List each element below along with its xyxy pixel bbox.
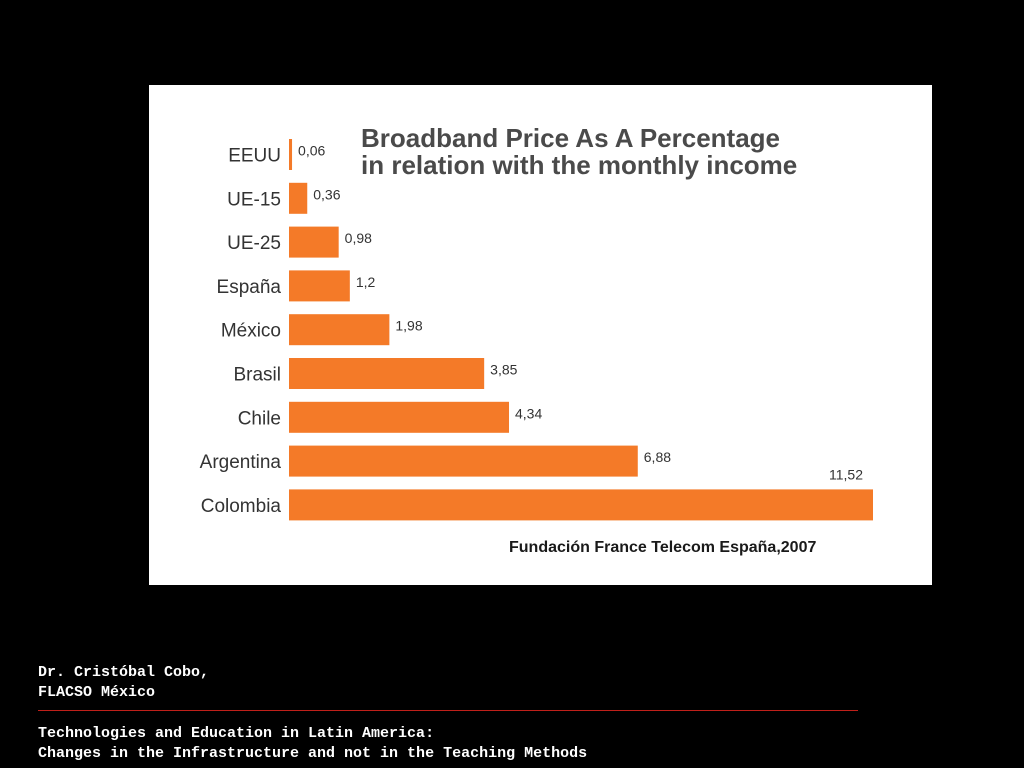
category-label: UE-15 [227, 189, 281, 210]
bar-eeuu [289, 139, 293, 170]
category-label: España [217, 277, 282, 298]
chart-title-line1: Broadband Price As A Percentage [361, 123, 781, 153]
chart-panel: EEUU 0,06 UE-15 0,36 UE-25 0,98 España 1,2 Méxic… [149, 85, 932, 585]
category-label: UE-25 [227, 233, 281, 254]
talk-title-line2: Changes in the Infrastructure and not in… [38, 745, 588, 762]
bar-ue-25 [289, 226, 339, 258]
value-label: 11,52 [829, 466, 863, 482]
bar-argentina [289, 445, 638, 477]
chart-title: Broadband Price As A Percentage in relat… [361, 125, 921, 179]
value-label: 4,34 [515, 405, 542, 421]
bar-chile [289, 401, 510, 433]
bar-chart: EEUU 0,06 UE-15 0,36 UE-25 0,98 España 1,2 Méxic… [200, 139, 873, 521]
bar-colombia [289, 489, 873, 521]
talk-title-line1: Technologies and Education in Latin Amer… [38, 725, 435, 742]
category-label: Colombia [201, 496, 282, 517]
footer-author: Dr. Cristóbal Cobo, FLACSO México [38, 663, 209, 703]
value-label: 0,36 [313, 186, 340, 202]
author-name: Dr. Cristóbal Cobo, [38, 664, 210, 681]
bar-espa-a [289, 270, 350, 302]
value-label: 6,88 [644, 449, 671, 465]
chart-source: Fundación France Telecom España,2007 [509, 539, 817, 556]
bar-ue-15 [289, 182, 308, 214]
category-label: Brasil [233, 365, 281, 386]
category-label: México [221, 321, 281, 342]
category-label: Argentina [200, 452, 282, 473]
value-label: 0,06 [298, 143, 325, 159]
value-label: 0,98 [345, 230, 372, 246]
author-affiliation: FLACSO México [38, 684, 156, 701]
value-label: 1,2 [356, 274, 376, 290]
value-label: 1,98 [395, 318, 422, 334]
bar-brasil [289, 358, 485, 389]
bar-m-xico [289, 314, 390, 346]
chart-title-line2: in relation with the monthly income [361, 150, 798, 180]
footer-talk-title: Technologies and Education in Latin Amer… [38, 724, 587, 764]
category-label: EEUU [228, 146, 281, 167]
footer-divider [38, 710, 858, 711]
category-label: Chile [238, 408, 281, 429]
value-label: 3,85 [490, 362, 517, 378]
